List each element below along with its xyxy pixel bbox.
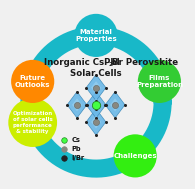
- Text: Material
Properties: Material Properties: [75, 29, 117, 42]
- Text: 2: 2: [108, 62, 112, 67]
- Polygon shape: [86, 92, 106, 118]
- Text: Challenges: Challenges: [113, 153, 157, 159]
- Polygon shape: [72, 98, 82, 111]
- Text: Optimization
of solar cells
performance
& stability: Optimization of solar cells performance …: [13, 111, 53, 134]
- Text: Cs: Cs: [71, 136, 80, 143]
- Text: Films
Preparation: Films Preparation: [136, 75, 183, 88]
- Text: Inorganic CsPbI: Inorganic CsPbI: [43, 58, 119, 67]
- Text: Future
Outlooks: Future Outlooks: [15, 75, 51, 88]
- Polygon shape: [91, 81, 101, 94]
- Circle shape: [8, 98, 57, 147]
- Circle shape: [114, 134, 157, 177]
- Polygon shape: [91, 98, 101, 111]
- Circle shape: [138, 60, 181, 103]
- Polygon shape: [110, 98, 120, 111]
- Text: Pb: Pb: [71, 146, 81, 152]
- Text: Solar Cells: Solar Cells: [70, 69, 122, 78]
- Polygon shape: [105, 92, 125, 118]
- Polygon shape: [67, 92, 87, 118]
- Text: I/Br: I/Br: [71, 155, 84, 161]
- Polygon shape: [91, 115, 101, 129]
- Text: Br Perovskite: Br Perovskite: [112, 58, 178, 67]
- Polygon shape: [86, 74, 106, 101]
- Polygon shape: [86, 109, 106, 135]
- Circle shape: [74, 14, 118, 57]
- Circle shape: [11, 60, 54, 103]
